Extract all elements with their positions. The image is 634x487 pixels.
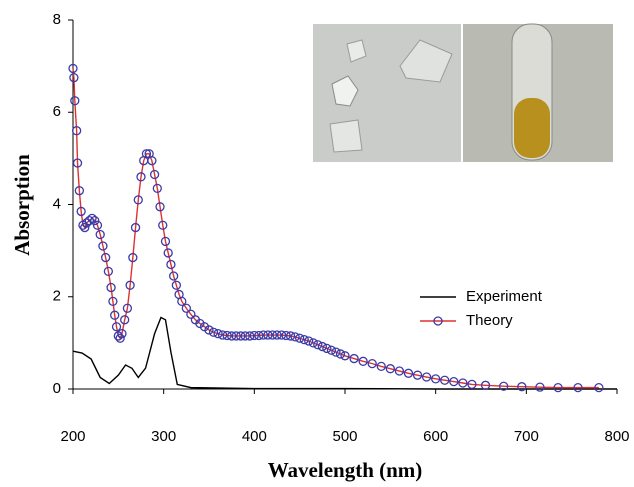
chart: Wavelength (nm) Absorption 0 2 4 6 8 200 300 40… [0, 0, 634, 487]
x-tick-label: 500 [332, 428, 357, 445]
x-tick-label: 200 [60, 428, 85, 445]
x-axis-label: Wavelength (nm) [268, 458, 423, 482]
x-tick-label: 600 [423, 428, 448, 445]
y-tick-label: 6 [53, 103, 61, 120]
y-axis-label: Absorption [10, 154, 34, 256]
x-tick-label: 800 [604, 428, 629, 445]
legend-label: Theory [466, 312, 513, 329]
x-tick-label: 700 [514, 428, 539, 445]
legend-label: Experiment [466, 288, 543, 305]
x-tick-label: 300 [151, 428, 176, 445]
crystal [330, 120, 362, 152]
x-tick-label: 400 [242, 428, 267, 445]
y-tick-label: 8 [53, 11, 61, 28]
y-tick-label: 4 [53, 195, 61, 212]
y-tick-label: 2 [53, 288, 61, 305]
y-tick-label: 0 [53, 380, 61, 397]
liquid [514, 98, 550, 158]
inset-photos [313, 24, 613, 162]
